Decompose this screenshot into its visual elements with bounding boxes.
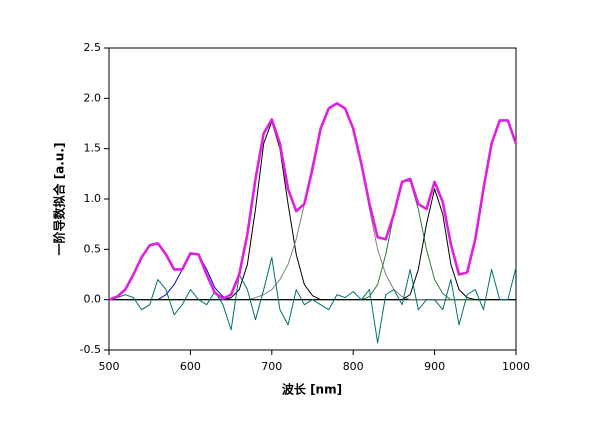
x-tick-label: 1000 <box>502 360 530 373</box>
y-tick-label: 1.0 <box>84 192 102 205</box>
series-line <box>109 120 516 301</box>
y-tick-label: 1.5 <box>84 142 102 155</box>
series-line <box>109 188 516 301</box>
y-tick-label: -0.5 <box>80 343 101 356</box>
y-tick-label: 2.0 <box>84 91 102 104</box>
x-tick-label: 500 <box>99 360 120 373</box>
y-tick-label: 0.0 <box>84 293 102 306</box>
series-line <box>109 102 516 301</box>
y-axis-label: 一阶导数拟合 [a.u.] <box>52 143 67 256</box>
x-axis-label: 波长 [nm] <box>282 382 342 397</box>
x-tick-label: 900 <box>424 360 445 373</box>
y-tick-label: 0.5 <box>84 242 102 255</box>
series-line <box>109 180 516 301</box>
x-tick-label: 600 <box>180 360 201 373</box>
x-tick-label: 800 <box>343 360 364 373</box>
series-line <box>108 102 518 301</box>
x-tick-label: 700 <box>261 360 282 373</box>
series-line <box>108 256 517 344</box>
y-tick-label: 2.5 <box>84 41 102 54</box>
